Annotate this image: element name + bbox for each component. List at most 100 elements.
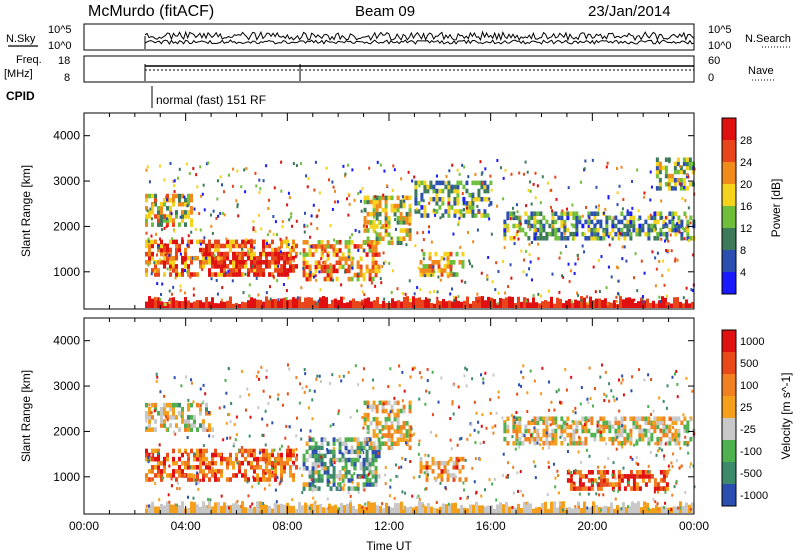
scatter-cell [422, 504, 425, 508]
echo-cell [311, 474, 315, 479]
scatter-cell [614, 497, 617, 501]
echo-cell [402, 195, 406, 201]
echo-cell [196, 456, 199, 462]
scatter-cell [393, 496, 396, 500]
echo-cell [432, 196, 436, 202]
echo-cell [533, 227, 537, 233]
echo-cell [374, 272, 378, 278]
echo-cell [560, 231, 564, 237]
echo-cell [145, 193, 148, 199]
echo-cell [262, 247, 265, 253]
scatter-cell [242, 291, 245, 295]
ground-scatter-cell [541, 502, 544, 513]
scatter-cell [146, 165, 149, 169]
ground-scatter-cell [502, 298, 505, 308]
echo-cell [375, 203, 379, 209]
echo-cell [647, 440, 651, 446]
echo-cell [320, 445, 324, 451]
nsearch-line [144, 39, 695, 45]
echo-cell [626, 474, 630, 479]
scatter-cell [647, 464, 650, 468]
echo-cell [350, 240, 354, 245]
scatter-cell [257, 370, 260, 374]
echo-cell [587, 235, 591, 241]
scatter-cell [298, 382, 301, 386]
echo-cell [341, 478, 345, 483]
echo-cell [653, 424, 657, 430]
scatter-cell [451, 163, 454, 167]
echo-cell [148, 477, 151, 482]
scatter-cell [158, 164, 161, 168]
scatter-cell [255, 184, 258, 188]
echo-cell [441, 188, 445, 194]
ground-scatter-cell [358, 503, 361, 513]
scatter-cell [463, 207, 466, 211]
echo-cell [305, 252, 309, 257]
colorbar-frame [721, 329, 737, 507]
echo-cell [423, 213, 427, 218]
scatter-cell [161, 228, 164, 232]
scatter-cell [472, 192, 475, 196]
scatter-cell [332, 454, 335, 458]
scatter-cell [491, 425, 494, 429]
echo-cell [274, 477, 277, 482]
scatter-cell [608, 243, 611, 247]
echo-cell [175, 251, 178, 257]
echo-cell [465, 209, 469, 214]
scatter-cell [562, 275, 565, 279]
scatter-cell [272, 275, 275, 279]
scatter-cell [663, 457, 666, 461]
echo-cell [211, 469, 214, 474]
scatter-cell [290, 215, 293, 219]
echo-cell [569, 440, 573, 446]
scatter-cell [363, 293, 366, 297]
scatter-cell [607, 265, 610, 269]
scatter-cell [581, 214, 584, 218]
scatter-cell [145, 504, 148, 508]
scatter-cell [347, 255, 350, 259]
echo-cell [384, 220, 388, 225]
echo-cell [280, 251, 283, 257]
scatter-cell [480, 494, 483, 498]
scatter-cell [532, 294, 535, 298]
scatter-cell [493, 477, 496, 481]
echo-cell [217, 239, 220, 245]
echo-cell [670, 173, 674, 179]
echo-cell [350, 445, 354, 451]
echo-cell [408, 400, 412, 406]
echo-cell [542, 215, 546, 221]
scatter-cell [192, 167, 195, 171]
echo-cell [338, 482, 342, 487]
scatter-cell [273, 186, 276, 190]
echo-cell [572, 211, 576, 217]
echo-cell [175, 264, 178, 269]
echo-cell [229, 460, 232, 466]
scatter-cell [656, 232, 659, 236]
ground-scatter-cell [463, 507, 466, 513]
echo-cell [199, 260, 202, 265]
echo-cell [217, 255, 220, 261]
echo-cell [302, 248, 306, 253]
scatter-cell [637, 218, 640, 222]
echo-cell [566, 227, 570, 233]
echo-cell [145, 427, 148, 432]
scatter-cell [230, 401, 233, 405]
scatter-cell [615, 295, 618, 299]
scatter-cell [310, 214, 313, 218]
echo-cell [302, 486, 306, 491]
echo-cell [471, 213, 475, 218]
echo-cell [332, 482, 336, 487]
scatter-cell [362, 367, 365, 371]
echo-cell [680, 219, 684, 225]
echo-cell [551, 416, 555, 422]
echo-cell [533, 219, 537, 225]
scatter-cell [189, 465, 192, 469]
scatter-cell [278, 246, 281, 250]
echo-cell [268, 460, 271, 466]
echo-cell [335, 457, 339, 463]
power-colorbar-label: Power [dB] [769, 179, 783, 238]
echo-cell [238, 260, 242, 265]
echo-cell [602, 436, 606, 442]
scatter-cell [512, 491, 515, 495]
